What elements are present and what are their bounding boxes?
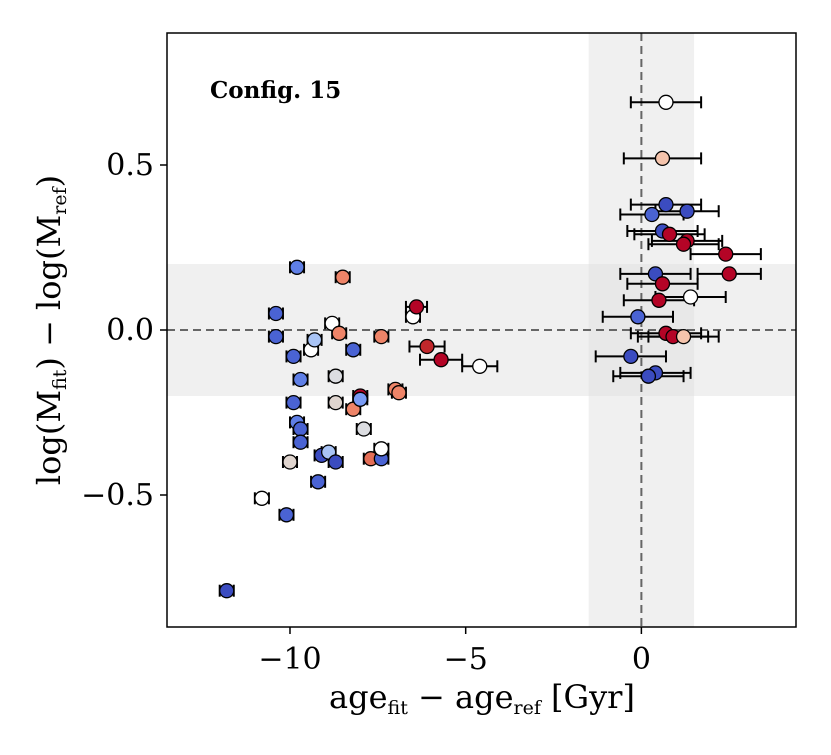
data-markers — [219, 94, 737, 599]
x-tick-label: 0 — [632, 642, 651, 677]
data-point — [285, 394, 302, 411]
data-point — [310, 474, 326, 490]
y-axis-ticks: −0.5 0.0 0.5 — [81, 148, 167, 513]
data-point — [268, 328, 284, 345]
data-point — [654, 150, 671, 167]
data-point — [306, 332, 323, 348]
data-point — [391, 385, 407, 401]
data-point — [254, 490, 270, 506]
data-point — [408, 299, 425, 315]
data-point — [356, 421, 372, 437]
data-point — [292, 434, 309, 450]
data-point — [675, 236, 692, 252]
data-point — [651, 292, 667, 308]
data-point — [654, 276, 671, 292]
data-point — [328, 394, 344, 411]
x-tick-label: −5 — [444, 642, 488, 677]
data-point — [331, 325, 347, 341]
data-point — [328, 368, 344, 384]
data-point — [328, 454, 344, 470]
data-point — [433, 352, 449, 368]
data-point — [345, 342, 361, 358]
data-point — [289, 259, 305, 275]
x-axis-label: agefit − ageref [Gyr] — [329, 678, 635, 719]
data-point — [721, 266, 737, 282]
data-point — [623, 348, 639, 365]
y-tick-label: −0.5 — [81, 478, 154, 513]
y-tick-label: 0.0 — [106, 313, 154, 348]
data-point — [658, 94, 674, 110]
reference-lines — [167, 33, 796, 627]
data-point — [661, 226, 678, 242]
data-point — [472, 358, 488, 374]
data-point — [419, 338, 435, 355]
data-point — [682, 289, 699, 305]
data-point — [630, 309, 646, 325]
data-point — [658, 196, 674, 213]
data-point — [335, 269, 351, 285]
data-point — [282, 454, 298, 470]
y-tick-label: 0.5 — [106, 148, 154, 183]
data-point — [640, 368, 657, 384]
data-point — [292, 421, 309, 437]
data-point — [718, 246, 734, 262]
data-point — [644, 206, 660, 223]
x-tick-label: −10 — [258, 642, 321, 677]
y-axis-label: log(Mfit) − log(Mref) — [30, 175, 71, 485]
data-point — [373, 441, 390, 457]
config-annotation: Config. 15 — [210, 77, 341, 104]
data-point — [278, 507, 295, 523]
data-point — [285, 348, 302, 365]
data-point — [373, 328, 390, 345]
data-point — [292, 371, 309, 388]
data-point — [268, 305, 284, 322]
data-point — [219, 583, 235, 599]
data-point — [679, 203, 695, 219]
x-axis-ticks: −10 −5 0 — [258, 627, 651, 677]
data-point — [675, 328, 692, 345]
data-point — [352, 391, 368, 407]
